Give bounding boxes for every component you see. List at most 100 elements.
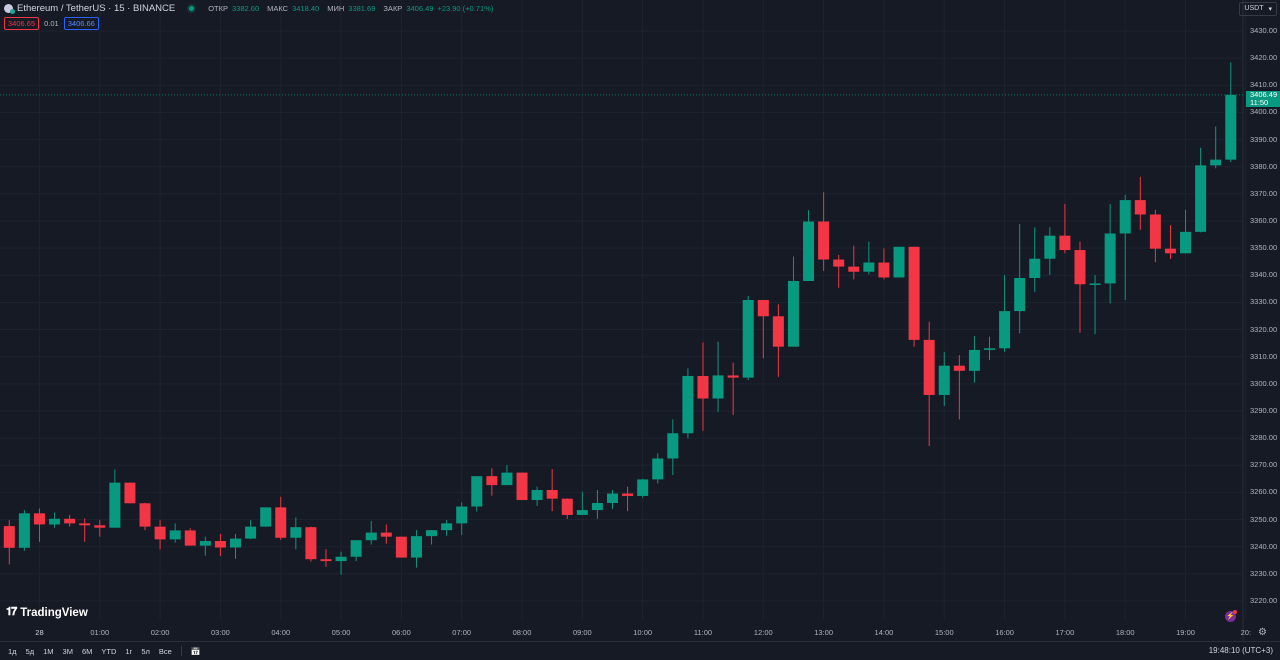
price-tick-label: 3330.00 <box>1250 297 1278 307</box>
candle-body-up <box>1014 278 1026 312</box>
candle-body-down <box>1074 250 1086 285</box>
spread-value: 0.01 <box>44 19 59 28</box>
candle-body-up <box>607 493 618 504</box>
range-button-3м[interactable]: 3М <box>62 646 73 656</box>
time-tick-label: 04:00 <box>271 628 291 637</box>
candle-body-down <box>848 266 860 272</box>
candle-body-down <box>878 262 890 278</box>
low-value: 3381.69 <box>348 4 376 13</box>
candle-body-up <box>999 311 1011 349</box>
calendar-range-icon[interactable]: 📅 <box>190 646 201 656</box>
candle-body-up <box>682 375 694 434</box>
buy-button[interactable]: 3406.66 <box>63 17 99 30</box>
price-tick-label: 3410.00 <box>1250 80 1278 90</box>
time-tick-label: 13:00 <box>814 628 833 637</box>
price-tick-label: 3390.00 <box>1250 134 1278 144</box>
price-tick-label: 3320.00 <box>1250 324 1278 334</box>
high-label: МАКС <box>267 4 289 13</box>
price-tick-label: 3420.00 <box>1250 53 1278 63</box>
candle-body-up <box>471 476 483 507</box>
gear-icon[interactable]: ⚙ <box>1258 627 1267 638</box>
range-button-ytd[interactable]: YTD <box>101 646 117 656</box>
candle-body-down <box>757 299 769 317</box>
time-tick-label: 03:00 <box>211 628 230 637</box>
time-tick-label: 16:00 <box>995 628 1014 637</box>
time-tick-label: 19:00 <box>1176 628 1195 637</box>
low-label: МИН <box>327 4 345 13</box>
candle-body-up <box>1044 235 1056 259</box>
candle-body-down <box>64 518 76 524</box>
symbol-title[interactable]: Ethereum / TetherUS · 15 · BINANCE <box>17 3 176 14</box>
sell-button[interactable]: 3406.65 <box>4 17 40 30</box>
candle-body-up <box>109 482 121 528</box>
candle-body-down <box>833 259 845 267</box>
tradingview-logo[interactable]: 𝟏𝟕 TradingView <box>6 606 88 619</box>
range-button-1д[interactable]: 1д <box>8 646 17 656</box>
symbol-header: Ethereum / TetherUS · 15 · BINANCE ОТКР 3… <box>4 3 493 14</box>
candlestick-chart[interactable] <box>0 0 1280 641</box>
trade-badges: 3406.65 0.01 3406.66 <box>4 17 99 30</box>
last-price-value: 3406.49 <box>1250 90 1278 99</box>
candle-body-down <box>395 536 407 558</box>
price-tick-label: 3310.00 <box>1250 351 1278 361</box>
candle-body-down <box>727 375 739 378</box>
candle-body-down <box>184 530 196 546</box>
candle-body-up <box>576 510 588 515</box>
candle-body-down <box>79 523 91 526</box>
divider <box>180 646 182 656</box>
candle-body-up <box>18 513 30 548</box>
chevron-down-icon: ▾ <box>1268 6 1272 13</box>
price-tick-label: 3250.00 <box>1250 514 1278 524</box>
range-buttons: 1д 5д 1М 3М 6М YTD 1г 5л Все 📅 <box>8 646 201 656</box>
bottom-toolbar: 1д 5д 1М 3М 6М YTD 1г 5л Все 📅 19:48:10 (UTC+3) <box>0 641 1280 660</box>
candle-body-up <box>637 479 649 496</box>
time-tick-label: 10:00 <box>633 628 653 637</box>
candle-body-up <box>1104 233 1116 284</box>
candle-body-up <box>652 458 664 480</box>
clock[interactable]: 19:48:10 (UTC+3) <box>1208 646 1273 655</box>
logo-text: TradingView <box>20 606 88 619</box>
range-button-1г[interactable]: 1г <box>125 646 133 656</box>
candle-body-up <box>49 518 61 525</box>
candle-body-up <box>1225 94 1237 160</box>
candle-body-down <box>908 246 920 340</box>
candle-body-down <box>1059 235 1071 251</box>
change-value: +23.90 (+0.71%) <box>437 4 494 13</box>
range-button-5л[interactable]: 5л <box>141 646 150 656</box>
range-button-5д[interactable]: 5д <box>25 646 35 656</box>
time-tick-label: 20: <box>1240 628 1252 637</box>
last-price-label: 3406.49 11:50 <box>1246 91 1280 107</box>
time-tick-label: 18:00 <box>1115 628 1135 637</box>
time-tick-label: 02:00 <box>150 628 170 637</box>
candle-body-down <box>214 541 226 548</box>
time-tick-label: 12:00 <box>753 628 773 637</box>
price-tick-label: 3340.00 <box>1250 270 1278 280</box>
candle-body-down <box>953 365 965 371</box>
range-button-1м[interactable]: 1М <box>43 646 54 656</box>
time-tick-label: 08:00 <box>512 628 532 637</box>
candle-body-up <box>787 280 799 347</box>
currency-select[interactable]: USDT ▾ <box>1239 2 1277 16</box>
candle-body-down <box>818 221 830 260</box>
alert-icon[interactable]: ⚡ <box>1225 610 1237 622</box>
candle-body-down <box>697 375 709 399</box>
candle-body-down <box>772 316 784 347</box>
candle-body-down <box>561 498 573 515</box>
price-tick-label: 3230.00 <box>1250 568 1278 578</box>
price-tick-label: 3280.00 <box>1250 433 1278 443</box>
candle-body-up <box>1029 258 1041 278</box>
candle-body-up <box>803 221 815 281</box>
candle-body-down <box>154 526 166 540</box>
range-button-все[interactable]: Все <box>158 646 172 656</box>
price-tick-label: 3400.00 <box>1250 107 1278 117</box>
candle-body-down <box>94 525 106 528</box>
candle-body-up <box>290 527 302 538</box>
candle-body-up <box>863 262 875 272</box>
price-tick-label: 3240.00 <box>1250 541 1278 551</box>
candle-body-down <box>923 339 935 395</box>
candle-body-down <box>516 472 528 501</box>
candle-body-up <box>426 530 438 537</box>
range-button-6м[interactable]: 6М <box>81 646 93 656</box>
candle-body-up <box>410 536 422 558</box>
candle-body-down <box>305 527 317 560</box>
